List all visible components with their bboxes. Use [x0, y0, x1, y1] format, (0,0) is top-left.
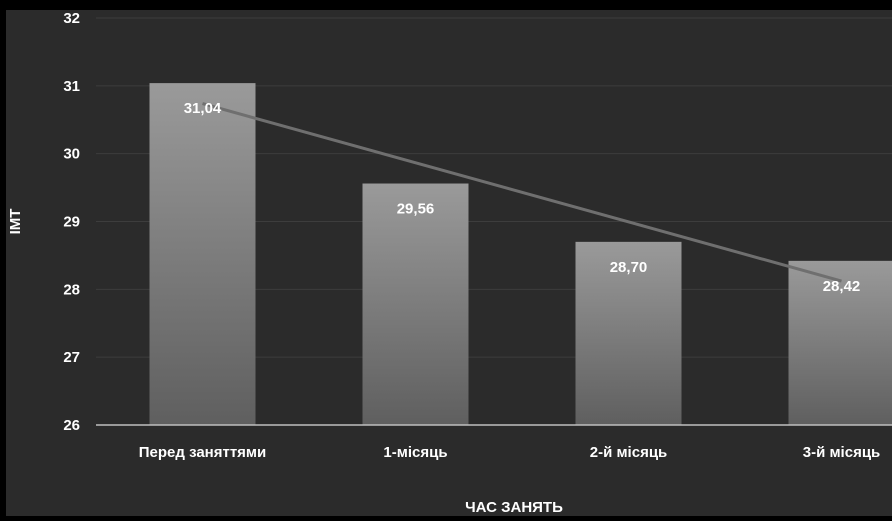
bars: [150, 83, 892, 425]
bar: [150, 83, 256, 425]
x-tick-label: 3-й місяць: [803, 444, 881, 461]
x-tick-label: 2-й місяць: [590, 444, 668, 461]
y-tick-label: 27: [63, 349, 80, 366]
trendline: [203, 104, 842, 281]
bar: [363, 184, 469, 425]
data-label: 28,42: [823, 278, 861, 295]
data-label: 31,04: [184, 100, 222, 117]
x-tick-label: Перед заняттями: [139, 444, 267, 461]
data-label: 29,56: [397, 201, 435, 218]
y-tick-label: 31: [63, 78, 80, 95]
data-labels: 31,04 29,56 28,70 28,42: [184, 100, 861, 295]
y-tick-label: 28: [63, 281, 80, 298]
y-tick-label: 26: [63, 417, 80, 434]
bar-chart: 26 27 28 29 30 31 32 31,04 29,56 28,70 28,42 Пере…: [6, 10, 892, 516]
y-tick-label: 29: [63, 214, 80, 231]
y-tick-label: 30: [63, 146, 80, 163]
y-axis-title: ІМТ: [7, 209, 24, 235]
chart-area: 26 27 28 29 30 31 32 31,04 29,56 28,70 28,42 Пере…: [6, 10, 892, 516]
x-axis-title: ЧАС ЗАНЯТЬ: [465, 499, 563, 516]
y-tick-label: 32: [63, 10, 80, 27]
y-axis-ticks: 26 27 28 29 30 31 32: [63, 10, 80, 434]
x-tick-label: 1-місяць: [383, 444, 447, 461]
data-label: 28,70: [610, 259, 648, 276]
x-axis-ticks: Перед заняттями 1-місяць 2-й місяць 3-й міс…: [139, 444, 881, 461]
